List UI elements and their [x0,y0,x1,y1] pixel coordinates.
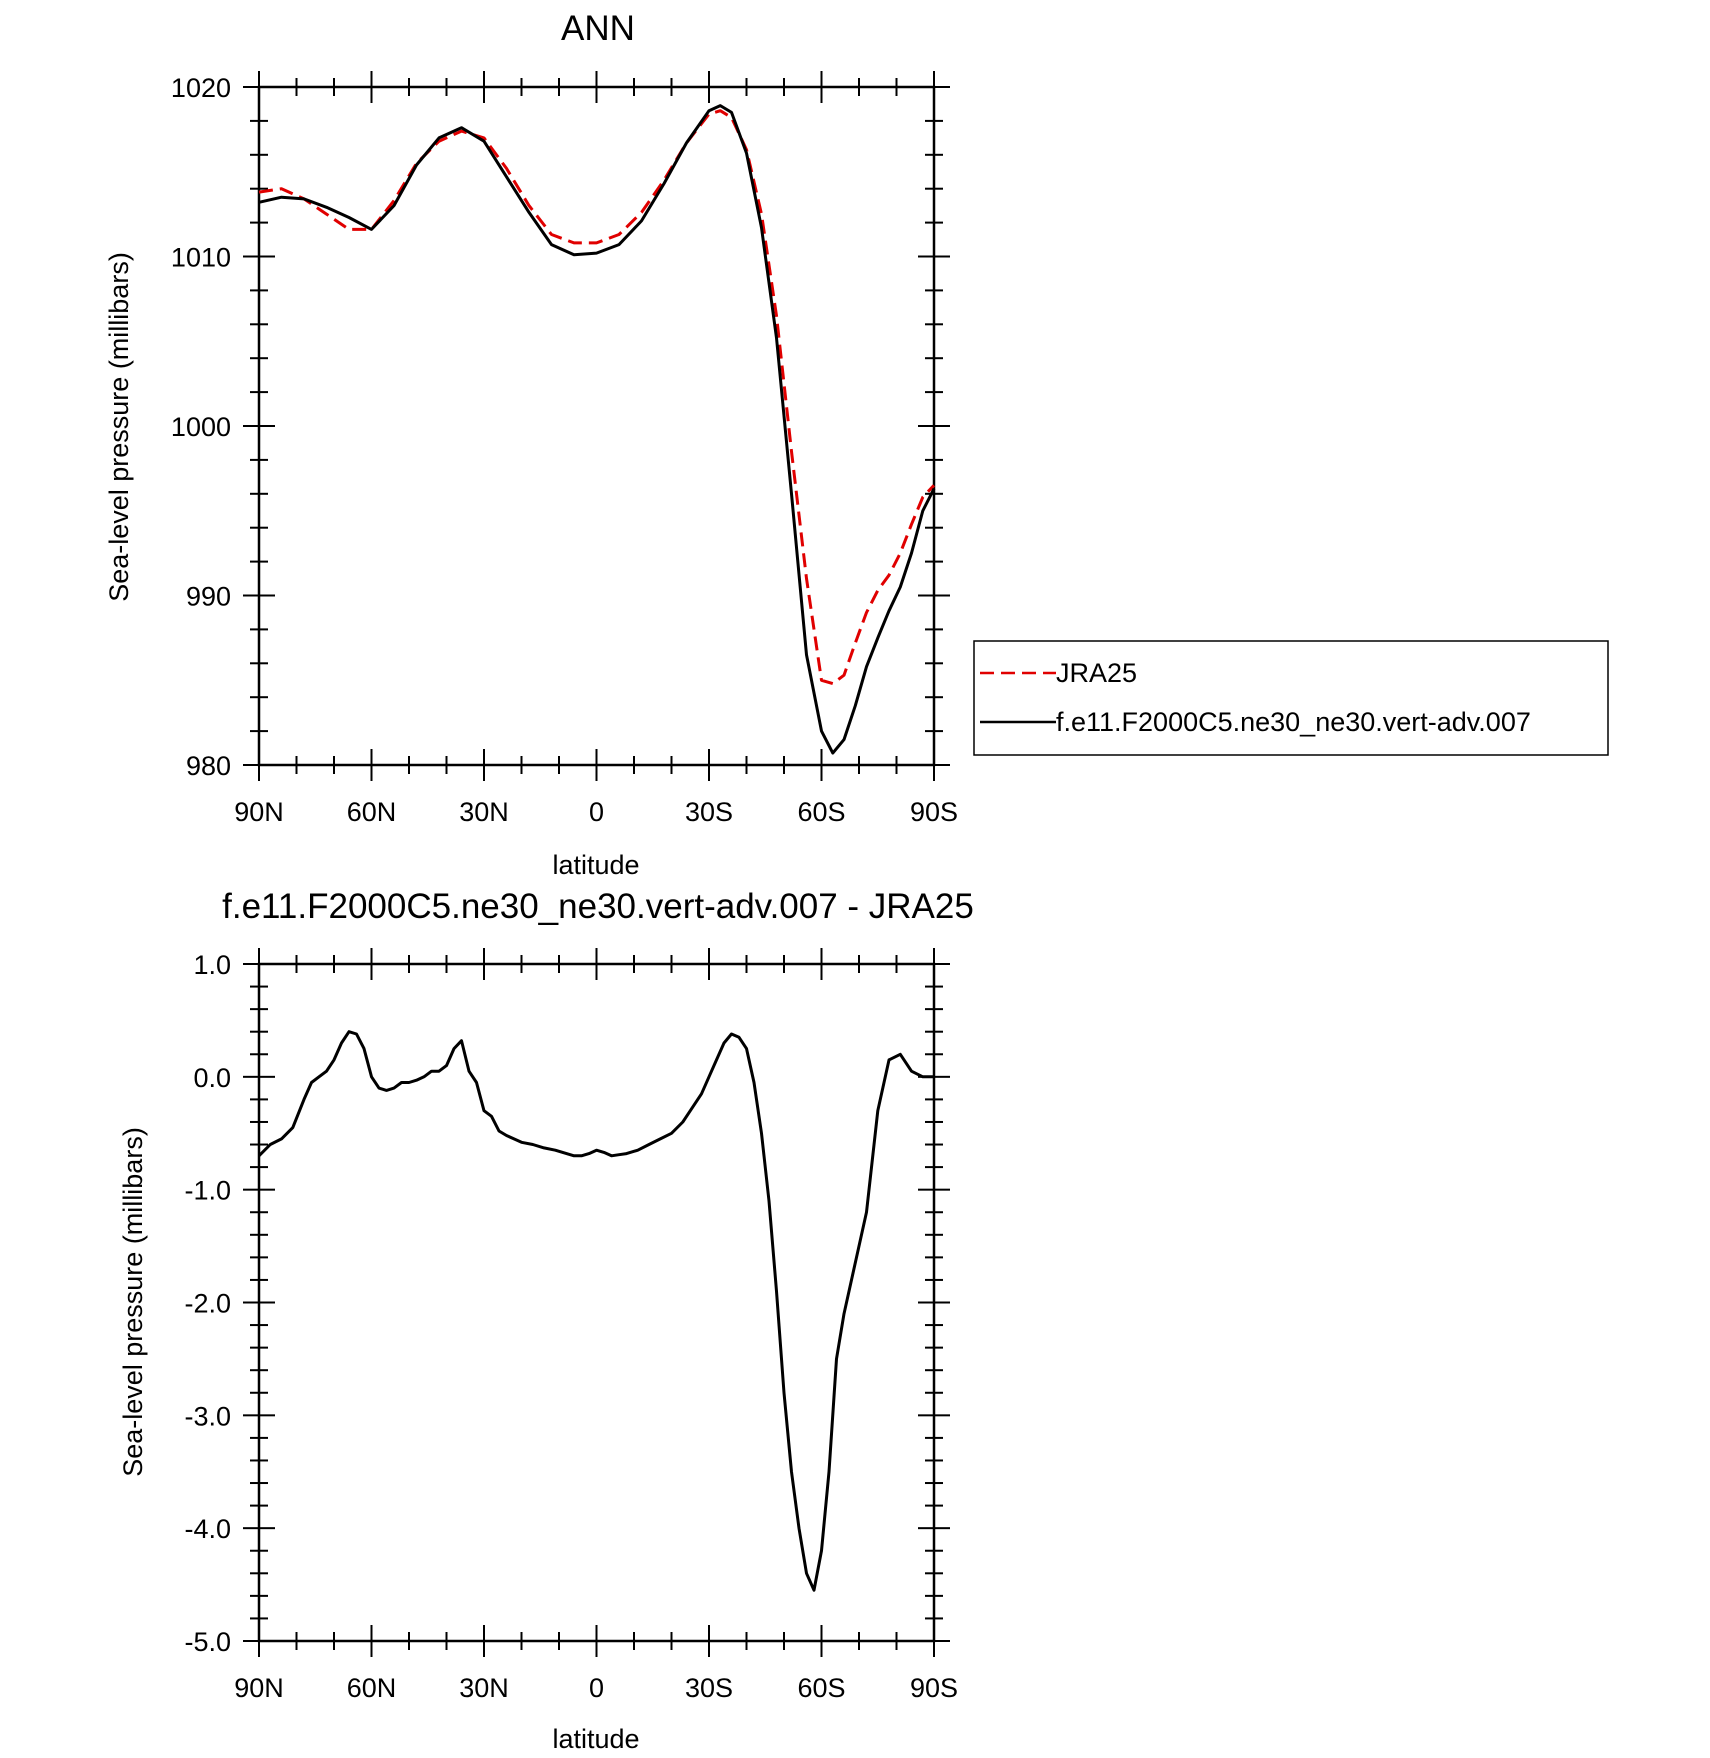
series-line-1-0 [257,1030,934,1592]
x-tick-label: 60N [347,797,397,827]
top-y-axis-title: Sea-level pressure (millibars) [104,252,134,602]
x-tick-label: 90N [234,1673,284,1703]
legend-label-model: f.e11.F2000C5.ne30_ne30.vert-adv.007 [1056,707,1531,737]
y-tick-label: -2.0 [184,1289,231,1319]
x-tick-label: 60S [797,797,845,827]
bottom-x-tick-labels: 90N 60N 30N 0 30S 60S 90S [234,1673,958,1703]
top-x-tick-labels: 90N 60N 30N 0 30S 60S 90S [234,797,958,827]
x-tick-label: 60N [347,1673,397,1703]
legend-label-jra25: JRA25 [1056,658,1137,688]
top-y-tick-labels: 980 990 1000 1010 1020 [171,73,231,781]
bottom-series-lines [257,1030,934,1592]
x-tick-label: 60S [797,1673,845,1703]
y-tick-label: -3.0 [184,1401,231,1431]
x-tick-label: 30N [459,1673,509,1703]
series-line-0-1 [258,104,936,755]
x-tick-label: 90S [910,1673,958,1703]
top-series-lines [258,104,936,755]
bottom-y-tick-labels: -5.0 -4.0 -3.0 -2.0 -1.0 0.0 1.0 [184,950,231,1657]
top-chart-title: ANN [561,9,635,48]
bottom-chart-title: f.e11.F2000C5.ne30_ne30.vert-adv.007 - J… [222,887,974,926]
y-tick-label: 1.0 [193,950,231,980]
y-tick-label: 1000 [171,412,231,442]
bottom-axis-ticks [243,948,950,1657]
series-line-0-0 [258,109,936,686]
x-tick-label: 30S [685,797,733,827]
x-tick-label: 90N [234,797,284,827]
y-tick-label: 0.0 [193,1063,231,1093]
bottom-plot-frame [257,962,936,1643]
x-tick-label: 30N [459,797,509,827]
y-tick-label: 1020 [171,73,231,103]
top-chart: ANN 90N 60N 30N 0 30S 60S 90S 980 990 1000 1010 10… [104,9,958,880]
x-tick-label: 90S [910,797,958,827]
legend-box [973,640,1609,756]
top-plot-frame [257,85,936,767]
bottom-chart: f.e11.F2000C5.ne30_ne30.vert-adv.007 - J… [118,887,974,1754]
legend: JRA25 f.e11.F2000C5.ne30_ne30.vert-adv.0… [973,640,1609,756]
bottom-y-axis-title: Sea-level pressure (millibars) [118,1127,148,1477]
y-tick-label: -1.0 [184,1176,231,1206]
x-tick-label: 30S [685,1673,733,1703]
y-tick-label: 1010 [171,243,231,273]
x-tick-label: 0 [589,797,604,827]
top-x-axis-title: latitude [552,850,639,880]
y-tick-label: 990 [186,582,231,612]
top-axis-ticks [243,71,950,781]
y-tick-label: -4.0 [184,1514,231,1544]
y-tick-label: 980 [186,751,231,781]
bottom-x-axis-title: latitude [552,1724,639,1754]
x-tick-label: 0 [589,1673,604,1703]
y-tick-label: -5.0 [184,1627,231,1657]
